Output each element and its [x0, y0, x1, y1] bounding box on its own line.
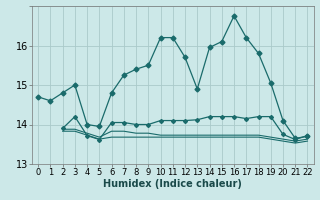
X-axis label: Humidex (Indice chaleur): Humidex (Indice chaleur) — [103, 179, 242, 189]
